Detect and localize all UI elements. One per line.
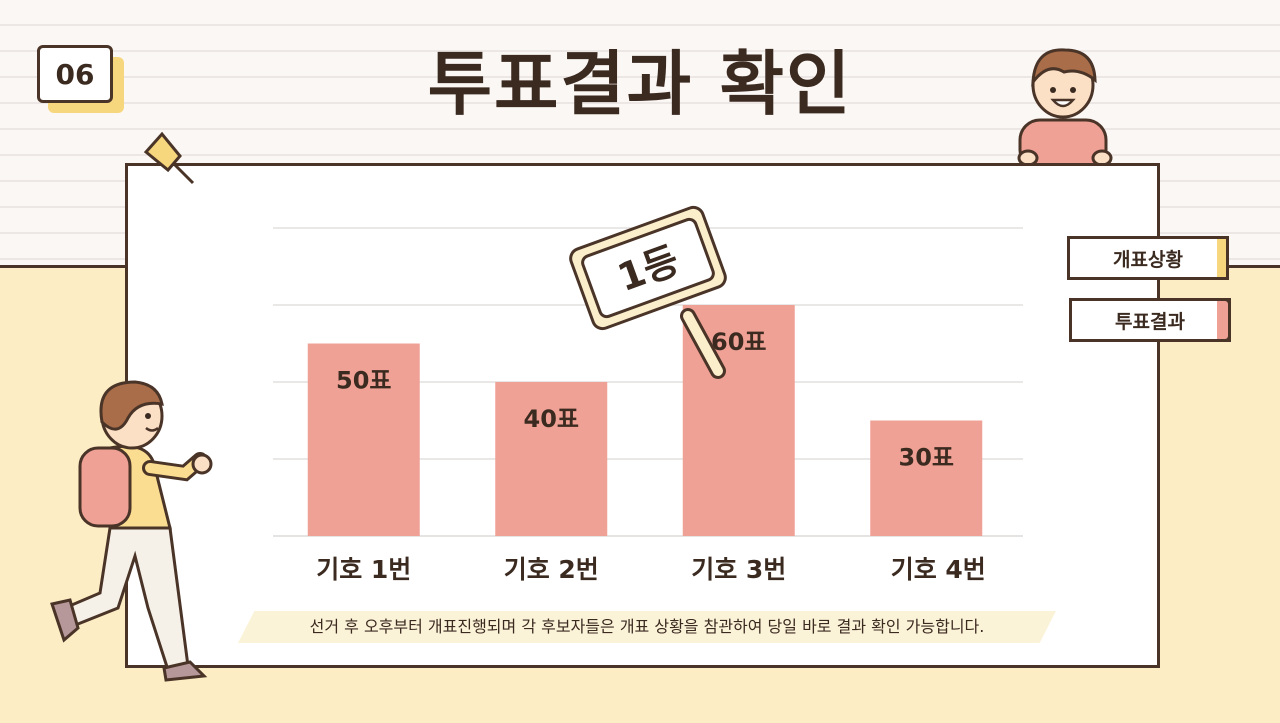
data-label: 50표 (336, 367, 391, 395)
data-label: 30표 (899, 444, 954, 472)
tab-vote-result[interactable]: 투표결과 (1069, 298, 1231, 342)
bar (307, 343, 420, 536)
caption-highlight (238, 611, 1056, 643)
tab-label: 개표상황 (1113, 248, 1183, 271)
tab-counting-status[interactable]: 개표상황 (1067, 236, 1229, 280)
first-place-sign: 1등 (569, 205, 727, 379)
section-number-badge: 06 (37, 45, 113, 103)
student-illustration (50, 380, 213, 682)
category-label: 기호 3번 (691, 555, 786, 584)
page-title: 투표결과 확인 (427, 43, 853, 125)
boy-illustration (1017, 48, 1113, 170)
category-label: 기호 4번 (891, 555, 986, 584)
data-label: 60표 (711, 328, 766, 356)
caption-text: 선거 후 오후부터 개표진행되며 각 후보자들은 개표 상황을 참관하여 당일 … (309, 617, 985, 636)
category-label: 기호 2번 (504, 555, 599, 584)
tab-label: 투표결과 (1115, 310, 1185, 333)
bar (495, 382, 608, 536)
category-label: 기호 1번 (316, 555, 411, 584)
tab-edge (1217, 236, 1229, 280)
pin-icon (143, 131, 195, 185)
data-label: 40표 (524, 405, 579, 433)
tab-edge (1217, 298, 1231, 342)
bar (870, 420, 983, 536)
